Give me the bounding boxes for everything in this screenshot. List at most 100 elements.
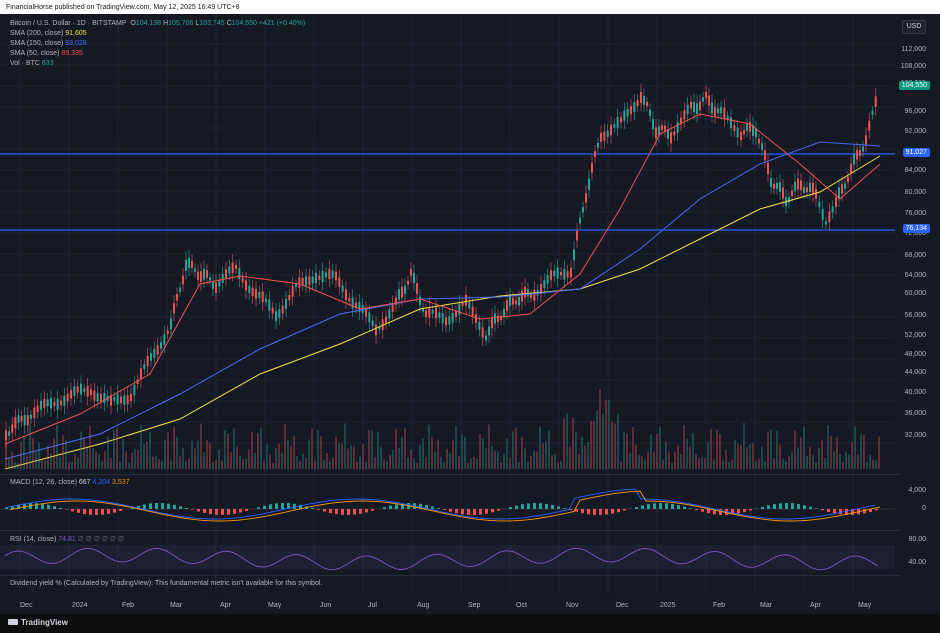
volume-bar (629, 453, 631, 469)
macd-histogram-bar (437, 508, 440, 509)
pane-separator-macd[interactable] (0, 474, 900, 475)
price-candle (527, 289, 529, 297)
price-candle (455, 311, 457, 317)
price-candle (686, 104, 689, 114)
macd-histogram-bar (491, 509, 494, 513)
volume-bar (41, 458, 43, 469)
macd-histogram-bar (827, 509, 830, 512)
price-candle (746, 124, 748, 131)
indicator-sma50[interactable]: SMA (50, close) 89,335 (10, 50, 83, 57)
volume-bar (722, 460, 724, 469)
lower-level-badge: 76,134 (902, 224, 930, 233)
rsi-legend[interactable]: RSI (14, close) 74.81 ∅ ∅ ∅ ∅ ∅ ∅ (10, 536, 125, 543)
volume-bar (167, 432, 169, 469)
volume-bar (227, 433, 229, 469)
price-candle (407, 280, 409, 285)
volume-bar (134, 448, 136, 469)
macd-histogram-bar (851, 509, 854, 515)
volume-bar (674, 451, 676, 469)
price-candle (422, 307, 424, 312)
sma150-line (4, 141, 881, 460)
time-axis-tick: Mar (760, 602, 773, 609)
macd-histogram-bar (563, 508, 566, 509)
macd-histogram-bar (731, 509, 734, 515)
volume-bar (539, 426, 541, 469)
macd-legend[interactable]: MACD (12, 26, close) 667 4,204 3,537 (10, 479, 130, 486)
volume-bar (356, 462, 358, 469)
price-candle (773, 183, 775, 189)
price-candle (690, 101, 692, 109)
price-candle (398, 289, 400, 300)
macd-histogram-bar (335, 509, 338, 515)
symbol-title[interactable]: Bitcoin / U.S. Dollar · 1D · BITSTAMP (10, 20, 127, 27)
macd-histogram-bar (17, 504, 20, 509)
price-candle (794, 181, 796, 192)
macd-histogram-bar (509, 507, 512, 509)
volume-bar (668, 451, 670, 469)
macd-histogram-bar (239, 509, 242, 513)
volume-bar (236, 446, 238, 469)
volume-bar (251, 432, 253, 469)
macd-histogram-bar (59, 507, 62, 509)
macd-histogram-bar (257, 507, 260, 509)
price-candle (295, 283, 297, 288)
volume-bar (5, 430, 7, 469)
price-candle (838, 187, 840, 199)
price-candle (518, 297, 520, 306)
macd-histogram-bar (203, 509, 206, 513)
indicator-volume[interactable]: Vol · BTC 633 (10, 60, 54, 67)
price-axis-tick: 84,000 (904, 167, 926, 174)
pane-separator-dividend[interactable] (0, 575, 900, 576)
symbol-legend-row[interactable]: Bitcoin / U.S. Dollar · 1D · BITSTAMP O1… (10, 19, 305, 28)
volume-bar (461, 434, 463, 469)
currency-button[interactable]: USD (902, 20, 926, 34)
macd-histogram-bar (737, 509, 740, 514)
macd-histogram-bar (89, 509, 92, 515)
price-candle (512, 297, 514, 305)
price-candle (475, 314, 477, 323)
price-candle (318, 275, 321, 280)
volume-bar (860, 433, 862, 469)
macd-histogram-bar (131, 507, 134, 509)
indicator-sma150[interactable]: SMA (150, close) 93,028 (10, 40, 87, 47)
volume-bar (683, 425, 685, 469)
volume-bar (758, 459, 760, 469)
price-candle (281, 305, 284, 314)
tradingview-logo[interactable]: TradingView (8, 618, 68, 627)
macd-histogram-bar (353, 509, 356, 515)
chart-area[interactable]: Bitcoin / U.S. Dollar · 1D · BITSTAMP O1… (0, 14, 940, 614)
macd-histogram-bar (671, 503, 674, 509)
price-candle (825, 221, 827, 225)
price-candle (391, 303, 394, 312)
time-axis-tick: Mar (170, 602, 183, 609)
macd-histogram-bar (383, 507, 386, 509)
volume-bar (752, 443, 754, 469)
macd-histogram-bar (155, 503, 158, 509)
macd-histogram-bar (647, 504, 650, 509)
volume-bar (737, 443, 739, 469)
indicator-sma200[interactable]: SMA (200, close) 91,605 (10, 30, 87, 37)
price-candle (591, 162, 593, 173)
price-candle (278, 309, 281, 318)
price-candle (847, 176, 849, 183)
volume-bar (206, 440, 208, 469)
macd-histogram-bar (71, 509, 74, 512)
macd-histogram-bar (389, 505, 392, 509)
macd-histogram-bar (53, 506, 56, 509)
price-candle (755, 128, 757, 138)
pane-separator-rsi[interactable] (0, 530, 900, 531)
price-candle (788, 197, 790, 203)
price-candle (812, 182, 814, 194)
price-candle (200, 271, 202, 282)
time-axis-tick: Feb (122, 602, 135, 609)
macd-axis-top: 4,000 (908, 487, 926, 494)
price-chart-svg[interactable] (0, 14, 940, 614)
price-candle (448, 316, 451, 325)
volume-bar (554, 454, 556, 469)
volume-bar (746, 447, 748, 469)
volume-bar (320, 436, 322, 469)
price-candle (761, 143, 763, 150)
price-candle (471, 306, 474, 317)
price-candle (258, 291, 261, 298)
price-candle (26, 415, 29, 426)
